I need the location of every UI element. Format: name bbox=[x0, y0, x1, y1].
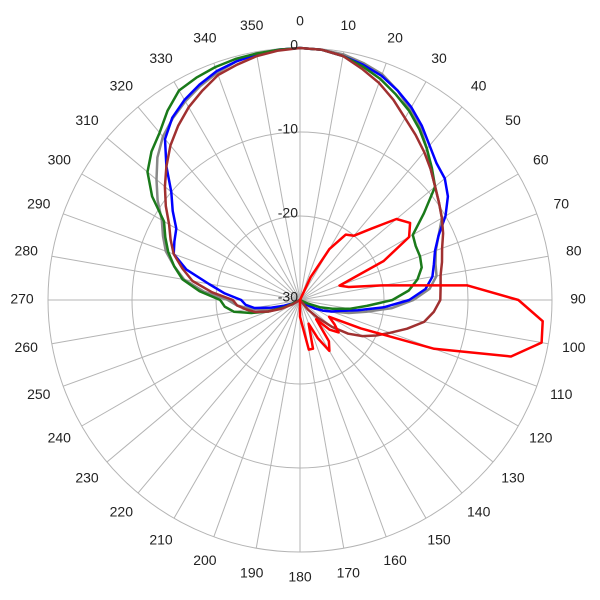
angle-tick-label: 150 bbox=[427, 531, 451, 547]
series-line bbox=[298, 217, 544, 358]
angle-tick-label: 340 bbox=[193, 29, 217, 45]
angle-tick-label: 220 bbox=[110, 504, 134, 520]
angle-tick-label: 270 bbox=[10, 291, 34, 307]
spoke-line bbox=[81, 299, 301, 427]
spoke-line bbox=[63, 213, 301, 301]
spoke-line bbox=[213, 63, 301, 301]
spoke-line bbox=[299, 299, 387, 537]
spoke-line bbox=[299, 255, 549, 301]
spoke-line bbox=[63, 299, 301, 387]
angle-tick-label: 310 bbox=[75, 112, 99, 128]
angle-tick-label: 230 bbox=[75, 469, 99, 485]
angle-tick-label: 130 bbox=[501, 469, 525, 485]
angle-tick-label: 260 bbox=[15, 339, 39, 355]
angle-tick-label: 240 bbox=[48, 430, 72, 446]
ring-line bbox=[131, 131, 469, 469]
angle-tick-label: 10 bbox=[340, 17, 356, 33]
spoke-line bbox=[299, 299, 427, 519]
angle-tick-label: 50 bbox=[505, 112, 521, 128]
spoke-line bbox=[255, 299, 301, 549]
spoke-line bbox=[106, 137, 301, 301]
angle-tick-label: 250 bbox=[27, 386, 51, 402]
angle-tick-label: 30 bbox=[431, 50, 447, 66]
spoke-line bbox=[173, 81, 301, 301]
ring-line bbox=[215, 215, 385, 385]
angle-tick-label: 110 bbox=[550, 386, 573, 402]
spoke-line bbox=[137, 299, 301, 494]
angle-tick-label: 300 bbox=[48, 152, 72, 168]
angle-tick-label: 80 bbox=[566, 242, 582, 258]
radial-tick-label: 0 bbox=[290, 37, 298, 53]
spoke-line bbox=[299, 63, 387, 301]
spoke-line bbox=[106, 299, 301, 463]
spoke-line bbox=[299, 51, 345, 301]
spoke-line bbox=[299, 299, 519, 427]
spoke-line bbox=[299, 299, 537, 387]
spoke-line bbox=[299, 299, 463, 494]
spoke-line bbox=[299, 106, 463, 301]
angle-tick-label: 280 bbox=[15, 242, 39, 258]
angle-tick-label: 20 bbox=[387, 29, 403, 45]
spoke-line bbox=[173, 299, 301, 519]
spoke-line bbox=[213, 299, 301, 537]
angle-tick-label: 330 bbox=[149, 50, 173, 66]
angle-tick-label: 60 bbox=[533, 152, 549, 168]
angle-tick-label: 70 bbox=[553, 196, 569, 212]
radial-tick-label: -10 bbox=[278, 121, 298, 137]
radial-tick-label: -30 bbox=[278, 289, 298, 305]
angle-tick-label: 40 bbox=[471, 78, 487, 94]
angle-tick-label: 350 bbox=[240, 17, 264, 33]
angle-tick-label: 290 bbox=[27, 196, 51, 212]
angle-tick-label: 180 bbox=[288, 569, 312, 585]
angle-tick-label: 0 bbox=[296, 13, 304, 29]
angle-tick-label: 210 bbox=[149, 531, 173, 547]
series-line bbox=[163, 46, 445, 338]
radial-tick-label: -20 bbox=[278, 205, 298, 221]
angle-tick-label: 120 bbox=[529, 430, 553, 446]
angle-tick-label: 160 bbox=[383, 552, 407, 568]
angle-tick-label: 190 bbox=[240, 564, 264, 580]
angle-tick-label: 320 bbox=[110, 78, 134, 94]
angle-tick-label: 170 bbox=[337, 564, 361, 580]
angle-tick-label: 140 bbox=[467, 504, 491, 520]
series-line bbox=[163, 46, 450, 313]
angle-tick-label: 200 bbox=[193, 552, 217, 568]
spoke-line bbox=[81, 173, 301, 301]
spoke-line bbox=[255, 51, 301, 301]
angle-tick-label: 100 bbox=[562, 339, 586, 355]
angle-tick-label: 90 bbox=[570, 291, 586, 307]
spoke-line bbox=[51, 255, 301, 301]
